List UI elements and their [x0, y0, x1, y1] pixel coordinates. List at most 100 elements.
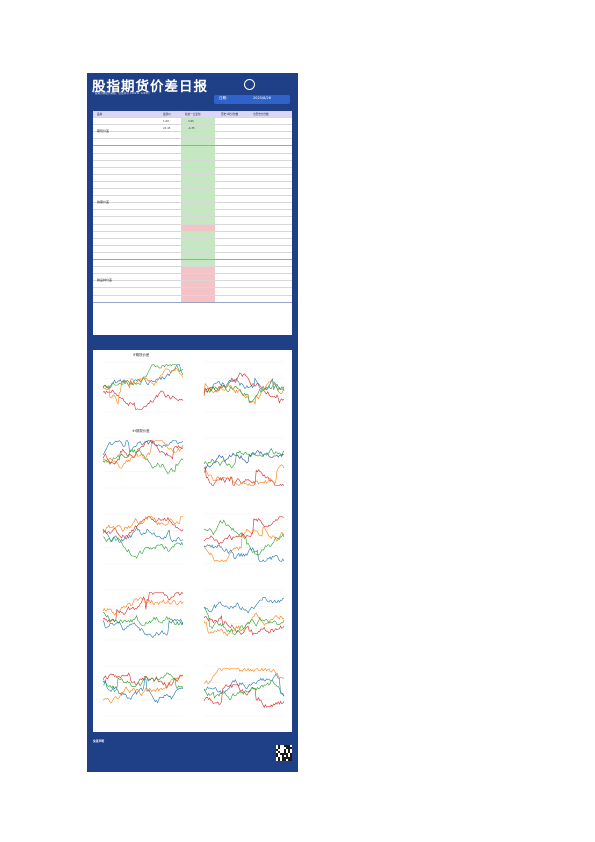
- chart-plot: [203, 589, 285, 641]
- change-fill: [181, 160, 215, 168]
- spread-chart: [196, 504, 288, 578]
- table-row: [93, 273, 292, 282]
- table-row: [93, 166, 292, 175]
- charts-panel: IF期现价差 IH期现价差: [93, 350, 292, 732]
- spread-chart: [196, 580, 288, 654]
- date-value: 2025/8/26: [253, 96, 271, 100]
- series-line: [203, 381, 285, 404]
- group-divider: [93, 301, 292, 303]
- spread-chart: [196, 352, 288, 426]
- change-fill: [181, 238, 215, 246]
- group-divider: [93, 259, 292, 260]
- spread-chart: [196, 428, 288, 502]
- spread-chart: [95, 656, 187, 730]
- series-line: [203, 612, 285, 637]
- change-fill: [181, 295, 215, 303]
- row-change: -4.35: [188, 126, 195, 130]
- col-header: 品种: [97, 113, 103, 116]
- change-fill: [181, 125, 215, 133]
- chart-plot: [102, 665, 184, 717]
- chart-plot: [203, 513, 285, 565]
- table-row: 1.69 3.95: [93, 117, 292, 125]
- change-fill: [181, 231, 215, 239]
- series-line: [102, 389, 184, 410]
- series-line: [203, 526, 285, 562]
- series-line: [203, 372, 285, 404]
- series-line: [102, 536, 184, 559]
- chart-plot: [102, 513, 184, 565]
- table-row: [93, 173, 292, 182]
- spread-chart: [95, 580, 187, 654]
- change-fill: [181, 153, 215, 161]
- series-line: [102, 516, 184, 540]
- chart-plot: [203, 361, 285, 413]
- series-line: [102, 678, 184, 704]
- table-row: [93, 266, 292, 275]
- series-line: [102, 672, 184, 689]
- series-line: [102, 448, 184, 475]
- table-row: [93, 209, 292, 218]
- row-last-price: 22.45: [163, 126, 171, 130]
- table-row: [93, 188, 292, 196]
- change-fill: [181, 260, 215, 267]
- table-row: [93, 195, 292, 204]
- change-fill: [181, 210, 215, 218]
- series-line: [203, 516, 285, 545]
- series-line: [102, 516, 183, 533]
- group-label: 期现价差: [97, 129, 110, 134]
- series-line: [102, 618, 184, 638]
- series-line: [203, 596, 285, 614]
- series-line: [203, 684, 285, 709]
- series-line: [203, 377, 285, 391]
- series-line: [102, 367, 184, 405]
- series-line: [102, 440, 184, 469]
- logo-mark-icon: [244, 79, 255, 90]
- disclaimer-title: 免责声明: [93, 739, 105, 743]
- series-line: [102, 440, 184, 456]
- change-fill: [181, 189, 215, 196]
- series-line: [203, 379, 285, 405]
- table-row: [93, 180, 292, 189]
- change-fill: [181, 288, 215, 296]
- spread-chart: [196, 656, 288, 730]
- date-pill: [214, 95, 290, 104]
- change-fill: [181, 245, 215, 253]
- chart-plot: [203, 665, 285, 717]
- chart-plot: [203, 437, 285, 489]
- row-change: 3.95: [188, 119, 194, 123]
- date-label: 日期：: [219, 96, 230, 100]
- chart-plot: [102, 437, 184, 489]
- change-fill: [181, 217, 215, 225]
- col-header: 较前一日变化: [185, 113, 201, 116]
- change-fill: [181, 252, 215, 260]
- table-row: [93, 244, 292, 253]
- company-logo: [244, 77, 298, 95]
- table-row: [93, 237, 292, 246]
- table-row: [93, 202, 292, 211]
- table-row: [93, 138, 292, 147]
- change-fill: [181, 224, 215, 232]
- change-fill: [181, 196, 215, 204]
- change-fill: [181, 181, 215, 189]
- table-row: [93, 152, 292, 161]
- series-line: [102, 439, 184, 465]
- series-line: [102, 597, 184, 616]
- series-line: [203, 465, 285, 486]
- change-fill: [181, 267, 215, 275]
- series-line: [102, 672, 184, 693]
- table-row: [93, 287, 292, 296]
- spread-chart: IH期现价差: [95, 428, 187, 502]
- table-row: [93, 131, 292, 140]
- chart-plot: [102, 589, 184, 641]
- spread-table: 品种 最新价 较前一日变化 历史1年分位数 全历史分位数 1.69 3.95 22.…: [93, 111, 292, 335]
- table-row: [93, 159, 292, 168]
- change-fill: [181, 203, 215, 211]
- report-meta: 投资咨询业务资格：证监许可【2011】1292号: [95, 92, 150, 96]
- col-header: 全历史分位数: [253, 113, 269, 116]
- series-line: [102, 611, 184, 627]
- col-header: 历史1年分位数: [221, 113, 239, 116]
- table-row: [93, 251, 292, 260]
- table-row: 22.45 -4.35: [93, 124, 292, 133]
- row-last-price: 1.69: [163, 119, 169, 123]
- series-line: [102, 674, 184, 704]
